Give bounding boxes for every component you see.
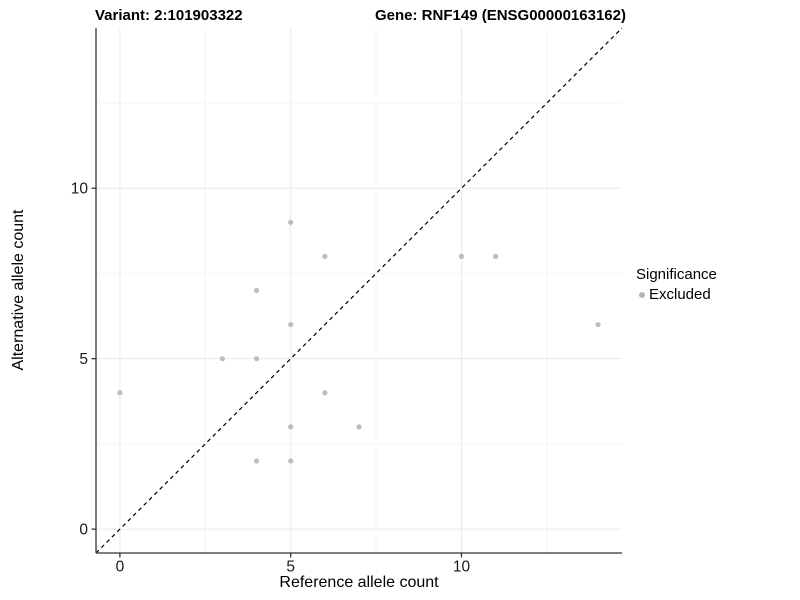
legend-point-icon <box>639 291 645 298</box>
data-point <box>219 356 225 362</box>
data-point <box>288 321 294 328</box>
x-tick-label: 10 <box>453 559 471 576</box>
data-point <box>322 253 328 260</box>
x-tick-label: 5 <box>286 559 295 576</box>
identity-dashed-line <box>95 27 623 554</box>
legend-item-excluded: Excluded <box>639 286 717 303</box>
data-point <box>288 219 294 225</box>
legend: Significance Excluded <box>636 266 717 303</box>
data-point <box>322 390 328 396</box>
legend-title: Significance <box>636 266 717 283</box>
data-point <box>288 458 294 464</box>
legend-item-label: Excluded <box>649 286 711 303</box>
data-point <box>595 321 601 328</box>
y-tick-label: 5 <box>79 351 88 368</box>
data-point <box>356 424 362 430</box>
y-axis-title: Alternative allele count <box>10 209 27 371</box>
y-tick-label: 0 <box>79 522 88 539</box>
x-axis-title: Reference allele count <box>279 574 439 591</box>
variant-title: Variant: 2:101903322 <box>95 7 243 24</box>
data-point <box>253 356 260 362</box>
data-point <box>253 458 260 464</box>
data-point <box>493 253 499 260</box>
data-point <box>253 287 260 294</box>
data-point <box>117 390 123 396</box>
y-tick-label: 10 <box>71 181 89 198</box>
data-point <box>458 253 465 260</box>
data-point <box>288 424 294 430</box>
gene-title: Gene: RNF149 (ENSG00000163162) <box>375 7 626 24</box>
x-tick-label: 0 <box>116 559 125 576</box>
